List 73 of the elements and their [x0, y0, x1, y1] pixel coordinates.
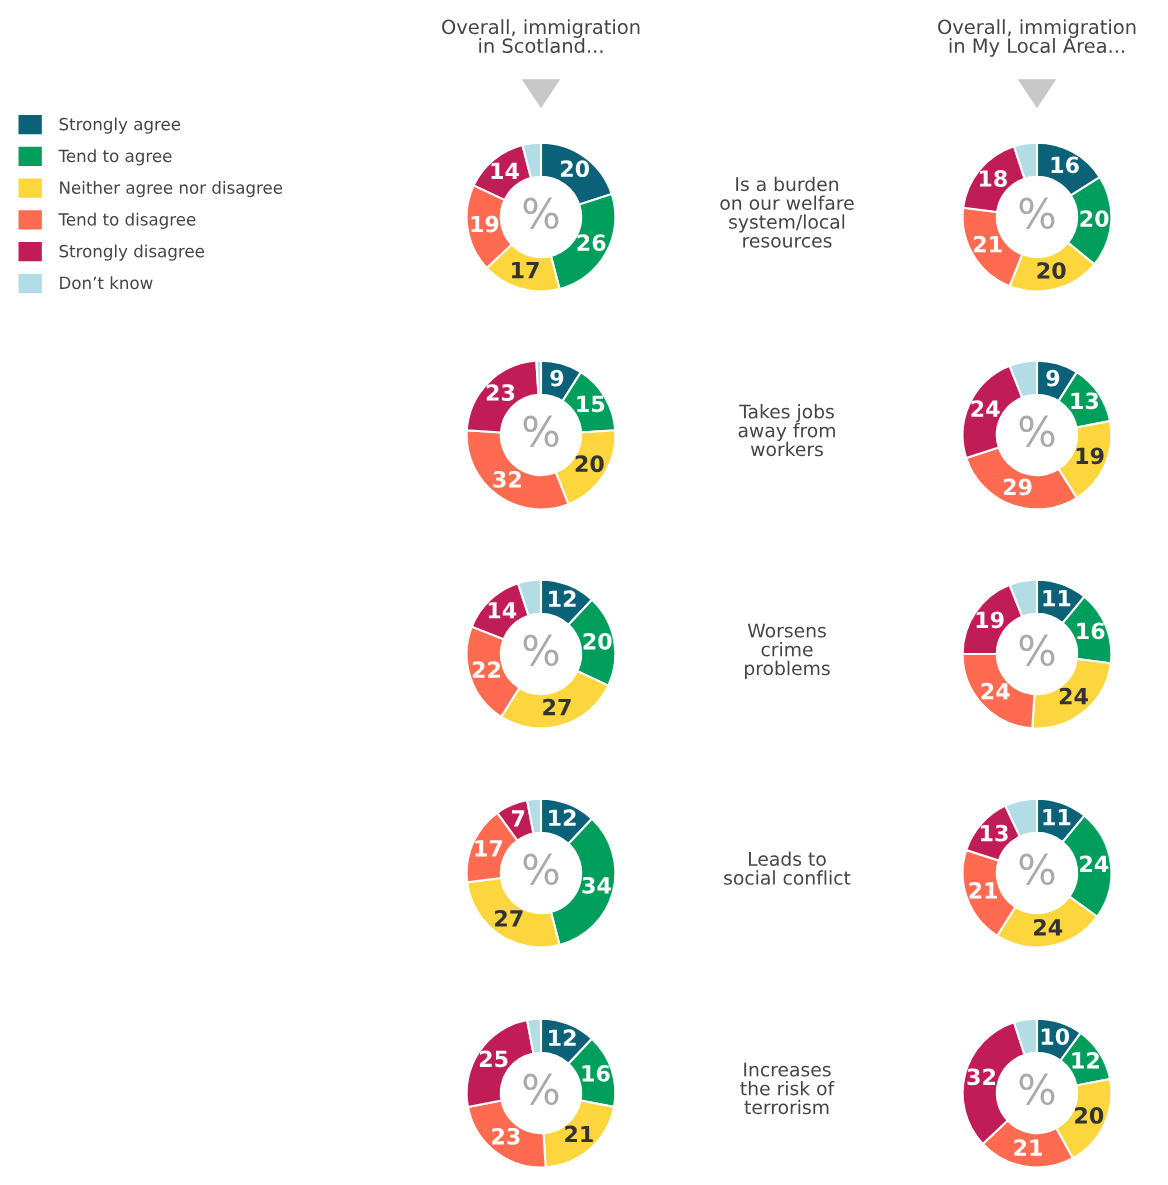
legend-label: Strongly agree [59, 117, 181, 134]
text: % [523, 197, 559, 230]
data-label: 29 [1003, 478, 1032, 496]
data-label: 20 [1075, 1107, 1104, 1124]
data-label: 21 [565, 1125, 593, 1143]
data-label: 32 [493, 470, 521, 488]
data-label: 12 [549, 590, 576, 607]
data-label: 13 [1071, 392, 1099, 410]
data-label: 24 [971, 400, 1000, 417]
data-label: 10 [1041, 1028, 1070, 1045]
data-label: 13 [981, 824, 1008, 842]
data-label: 23 [492, 1127, 520, 1145]
text: % [523, 1073, 559, 1106]
data-label: 12 [1072, 1051, 1099, 1069]
data-label: 20 [560, 160, 590, 178]
text: % [523, 415, 559, 448]
chart-title: Overall, immigration in My Local Area... [938, 19, 1136, 57]
data-label: 24 [1080, 855, 1109, 872]
text: Leads to social conflict [724, 851, 851, 885]
data-label: 19 [976, 611, 1004, 629]
data-label: 15 [577, 395, 605, 413]
data-label: 27 [495, 910, 523, 927]
data-label: 11 [1043, 809, 1071, 826]
data-label: 16 [582, 1064, 610, 1082]
data-label: 27 [543, 698, 571, 716]
legend-label: Tend to agree [58, 149, 172, 166]
data-label: 21 [1014, 1139, 1042, 1156]
legend-label: Strongly disagree [59, 244, 205, 261]
data-label: 19 [1076, 447, 1104, 465]
text: % [1019, 634, 1055, 667]
data-label: 12 [549, 809, 576, 826]
data-label: 9 [550, 369, 564, 387]
data-label: 23 [486, 384, 515, 401]
text: % [1019, 1073, 1055, 1106]
data-label: 14 [491, 162, 519, 179]
legend-label: Don’t know [60, 276, 153, 290]
legend-label: Neither agree nor disagree [60, 181, 283, 198]
data-label: 20 [583, 632, 612, 650]
data-label: 12 [549, 1029, 576, 1046]
data-label: 7 [512, 810, 525, 827]
data-label: 17 [475, 840, 503, 857]
data-label: 21 [969, 882, 998, 899]
legend-label: Tend to disagree [58, 212, 196, 229]
data-label: 24 [1059, 687, 1088, 705]
data-label: 11 [1043, 590, 1071, 607]
data-label: 34 [582, 876, 611, 894]
data-label: 22 [472, 661, 501, 678]
chart-title: Overall, immigration in Scotland... [442, 19, 640, 54]
data-label: 14 [488, 602, 517, 619]
data-label: 16 [1051, 156, 1079, 174]
data-label: 20 [575, 455, 604, 473]
text: Increases the risk of terrorism [740, 1062, 835, 1115]
data-label: 21 [973, 235, 1002, 253]
text: Worsens crime problems [745, 623, 830, 679]
text: Takes jobs away from workers [738, 404, 835, 457]
data-label: 9 [1046, 369, 1060, 387]
data-label: 19 [471, 215, 499, 233]
data-label: 20 [1080, 210, 1109, 228]
data-label: 26 [577, 234, 606, 252]
data-label: 20 [1037, 262, 1066, 279]
data-label: 16 [1077, 622, 1105, 640]
text: % [1019, 197, 1055, 230]
data-label: 17 [512, 261, 539, 279]
text: Is a burden on our welfare system/local resources [720, 176, 854, 248]
data-label: 18 [979, 170, 1007, 187]
data-label: 24 [1034, 918, 1063, 936]
text: % [1019, 853, 1055, 886]
text: % [523, 634, 559, 667]
text: % [523, 853, 559, 886]
data-label: 25 [479, 1050, 508, 1068]
data-label: 32 [967, 1068, 996, 1086]
text: % [1019, 415, 1055, 448]
data-label: 24 [981, 682, 1010, 700]
